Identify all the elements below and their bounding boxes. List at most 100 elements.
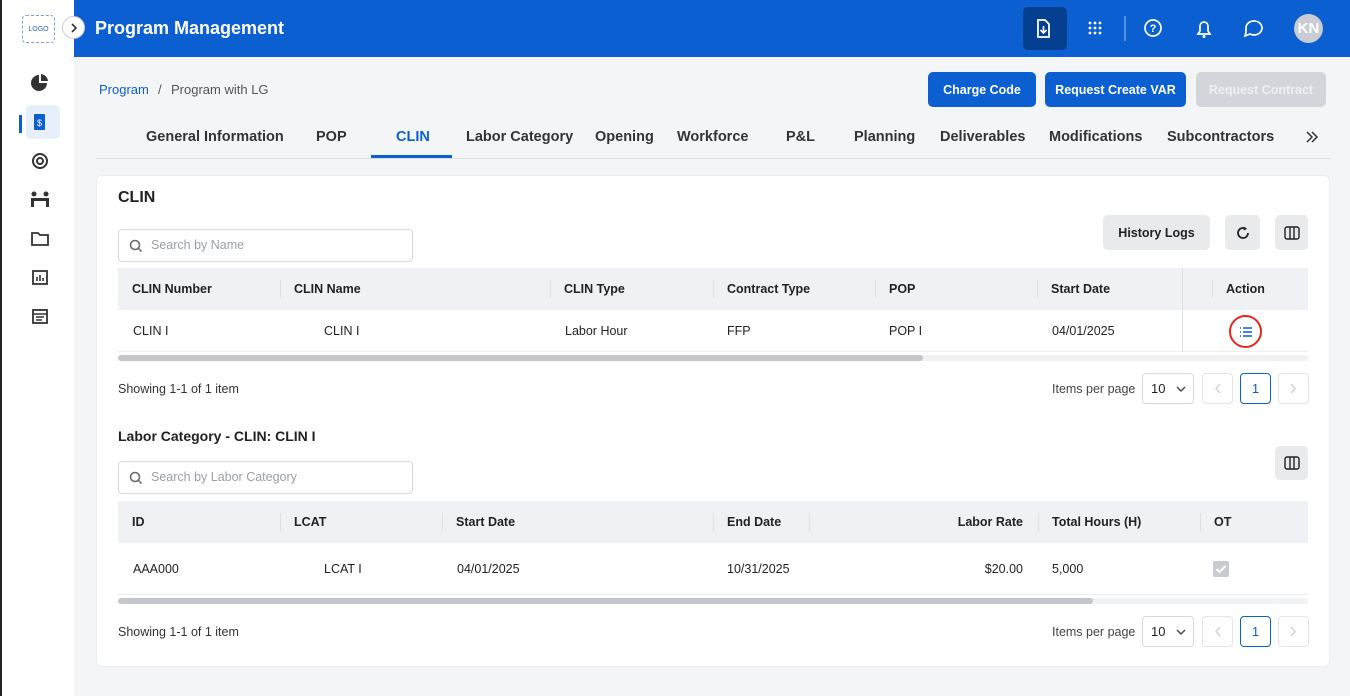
tabs-border [96, 158, 1330, 159]
column-header: OT [1214, 515, 1232, 529]
tab[interactable]: Opening [595, 129, 654, 145]
column-header: Contract Type [727, 282, 811, 296]
chevron [1290, 626, 1296, 637]
columns-icon [1283, 456, 1300, 470]
column-divider [713, 280, 714, 298]
column-divider [713, 513, 714, 531]
current-page[interactable]: 1 [1240, 616, 1271, 647]
search-input[interactable]: Search by Labor Category [118, 461, 413, 494]
header [74, 0, 1350, 57]
logo[interactable]: LOGO [22, 15, 55, 43]
sidebar-icons[interactable]: $ [2, 0, 76, 340]
tab[interactable]: CLIN [396, 129, 430, 145]
summary: Showing 1-1 of 1 item [118, 382, 239, 396]
tab[interactable]: Workforce [677, 129, 749, 145]
summary: Showing 1-1 of 1 item [118, 625, 239, 639]
column-divider [1212, 280, 1213, 298]
list-icon [1239, 326, 1252, 337]
breadcrumb-link[interactable]: Program [99, 82, 149, 97]
table-cell: 5,000 [1052, 562, 1084, 576]
column-divider [809, 513, 810, 531]
request-var-button[interactable]: Request Create VAR [1045, 72, 1186, 107]
download-button[interactable] [1023, 7, 1067, 50]
sidebar: LOGO $ [0, 0, 74, 696]
charge-code-button[interactable]: Charge Code [928, 72, 1036, 107]
next-page[interactable] [1278, 616, 1309, 647]
chevron [1290, 383, 1296, 394]
chevron [1215, 383, 1221, 394]
table-cell: 10/31/2025 [727, 562, 790, 576]
chevron [70, 22, 77, 33]
items-per-page-label: Items per page [1052, 382, 1136, 396]
scrollbar-thumb[interactable] [118, 355, 923, 361]
column-divider [1038, 513, 1039, 531]
scrollbar-thumb[interactable] [118, 598, 1093, 604]
active-indicator [19, 115, 22, 133]
tab[interactable]: Modifications [1049, 129, 1143, 145]
section-title: CLIN [118, 189, 156, 206]
search-icon [129, 471, 143, 485]
column-header: End Date [727, 515, 782, 529]
next-page[interactable] [1278, 373, 1309, 404]
columns-button[interactable] [1275, 446, 1308, 480]
column-header: Start Date [1051, 282, 1111, 296]
table-cell: FFP [727, 324, 751, 338]
table-cell: 04/01/2025 [1052, 324, 1115, 338]
page-size-value: 10 [1151, 624, 1166, 639]
refresh-button[interactable] [1225, 215, 1260, 250]
action-button[interactable] [1229, 315, 1262, 348]
tab[interactable]: POP [316, 129, 347, 145]
column-header: POP [889, 282, 916, 296]
ot-checkbox[interactable] [1213, 561, 1229, 577]
table-cell: CLIN I [133, 324, 169, 338]
prev-page[interactable] [1202, 373, 1233, 404]
page-size-select[interactable]: 10 [1142, 373, 1194, 404]
breadcrumb-separator: / [158, 82, 162, 97]
svg-text:?: ? [1150, 23, 1157, 35]
search-input[interactable]: Search by Name [118, 229, 413, 262]
table-cell: AAA000 [133, 562, 179, 576]
history-logs-button[interactable]: History Logs [1103, 215, 1210, 250]
column-divider [875, 280, 876, 298]
tab[interactable]: General Information [146, 129, 284, 145]
items-per-page-label: Items per page [1052, 625, 1136, 639]
columns-icon [1283, 225, 1300, 240]
column-divider [442, 513, 443, 531]
column-header: CLIN Name [294, 282, 361, 296]
refresh-icon [1236, 226, 1249, 239]
tab[interactable]: Labor Category [466, 129, 574, 145]
dropdown-chevron [1176, 386, 1186, 392]
table-cell: CLIN I [324, 324, 360, 338]
column-divider [1037, 280, 1038, 298]
request-contract-button[interactable]: Request Contract [1196, 72, 1326, 107]
table-cell: 04/01/2025 [457, 562, 520, 576]
sticky-column-shadow [1182, 268, 1183, 352]
sidebar-toggle[interactable] [62, 16, 85, 39]
column-header: Total Hours (H) [1052, 515, 1142, 529]
page-size-value: 10 [1151, 381, 1166, 396]
page-size-select[interactable]: 10 [1142, 616, 1194, 647]
tab-underline [371, 155, 452, 158]
avatar[interactable]: KN [1294, 14, 1323, 43]
columns-button[interactable] [1275, 215, 1308, 250]
section-title: Labor Category - CLIN: CLIN I [118, 428, 316, 444]
current-page[interactable]: 1 [1240, 373, 1271, 404]
tab[interactable]: Subcontractors [1167, 129, 1275, 145]
column-divider [280, 513, 281, 531]
column-header: Action [1226, 282, 1265, 296]
tab[interactable]: Planning [854, 129, 916, 145]
svg-text:$: $ [37, 118, 42, 128]
column-header: CLIN Number [132, 282, 212, 296]
tab[interactable]: Deliverables [940, 129, 1026, 145]
tabs-more[interactable] [1305, 130, 1319, 144]
column-header: ID [132, 515, 145, 529]
tab[interactable]: P&L [786, 129, 815, 145]
prev-page[interactable] [1202, 616, 1233, 647]
column-header: CLIN Type [564, 282, 625, 296]
column-divider [280, 280, 281, 298]
header-icons[interactable]: ? [1020, 0, 1350, 57]
table-cell: Labor Hour [565, 324, 628, 338]
column-header: Start Date [456, 515, 516, 529]
column-header: LCAT [294, 515, 327, 529]
